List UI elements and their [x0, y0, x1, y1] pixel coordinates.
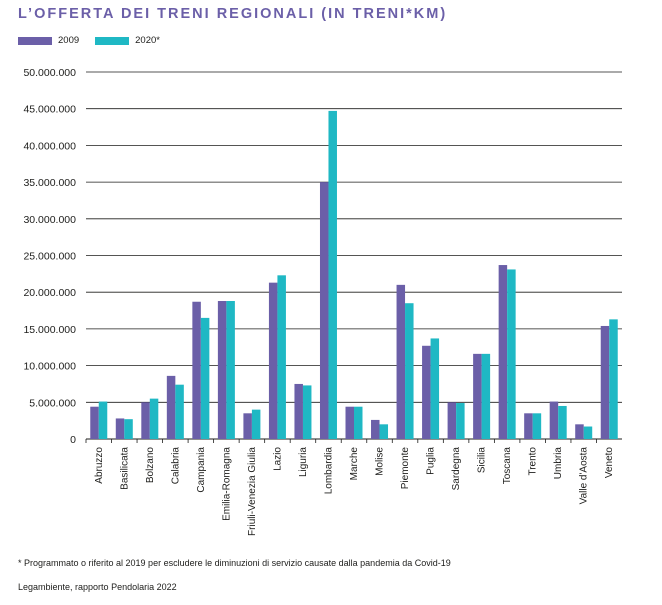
y-tick-label: 15.000.000	[23, 324, 76, 336]
bar-2009	[243, 413, 252, 439]
bar-2009	[294, 383, 303, 439]
legend-item-2020: 2020*	[95, 35, 160, 46]
bar-2020	[405, 303, 414, 439]
bar-2020	[583, 426, 593, 439]
x-tick-label: Valle d'Aosta	[579, 447, 590, 505]
x-tick-label: Liguria	[298, 447, 309, 477]
bar-2009	[345, 406, 354, 439]
bar-2009	[371, 419, 380, 439]
bar-2020	[251, 409, 261, 439]
footnote: * Programmato o riferito al 2019 per esc…	[18, 558, 451, 568]
bar-2009	[473, 353, 482, 439]
bar-2020	[200, 317, 210, 439]
legend-swatch-2009	[18, 36, 52, 45]
y-tick-label: 25.000.000	[23, 251, 76, 263]
y-tick-label: 0	[70, 434, 76, 446]
legend-label-2020: 2020*	[135, 35, 160, 46]
x-tick-label: Sicilia	[477, 447, 488, 474]
x-tick-label: Lombardia	[323, 447, 334, 495]
x-tick-label: Lazio	[272, 447, 283, 471]
legend-swatch-2020	[95, 36, 130, 45]
x-tick-label: Friuli-Venezia Giulia	[247, 447, 258, 536]
bar-2020	[175, 384, 184, 439]
bar-2020	[124, 419, 133, 439]
bar-2009	[192, 301, 201, 439]
y-tick-label: 45.000.000	[23, 104, 76, 116]
x-tick-label: Sardegna	[451, 447, 462, 491]
y-tick-label: 30.000.000	[23, 214, 76, 226]
y-tick-label: 20.000.000	[23, 287, 76, 299]
x-tick-label: Calabria	[170, 447, 181, 485]
bar-2009	[115, 418, 125, 439]
bar-2009	[422, 345, 431, 439]
legend-item-2009: 2009	[18, 35, 79, 46]
bar-chart: 50.000.000 45.000.000 40.000.000 35.000.000…	[23, 67, 622, 536]
x-tick-label: Marche	[349, 447, 360, 481]
bar-2020	[456, 403, 465, 439]
bar-2020	[277, 275, 286, 439]
source-note: Legambiente, rapporto Pendolaria 2022	[18, 582, 177, 592]
x-tick-label: Emilia-Romagna	[221, 447, 232, 521]
bar-2009	[217, 301, 227, 439]
bar-2009	[447, 402, 457, 439]
bar-2020	[481, 353, 491, 439]
x-tick-label: Umbria	[553, 447, 564, 480]
y-tick-label: 35.000.000	[23, 177, 76, 189]
chart-title: L’OFFERTA DEI TRENI REGIONALI (IN TRENI*…	[18, 6, 448, 22]
bar-2020	[328, 110, 337, 439]
bar-2020	[302, 385, 312, 439]
x-tick-label: Trento	[528, 447, 539, 476]
bar-2009	[575, 424, 584, 439]
bar-2020	[354, 406, 363, 439]
y-tick-label: 40.000.000	[23, 140, 76, 152]
bar-2020	[609, 319, 618, 439]
bar-2009	[524, 413, 533, 439]
bar-2020	[558, 405, 567, 439]
y-tick-label: 50.000.000	[23, 67, 76, 79]
bar-2009	[600, 325, 610, 439]
bar-2020	[532, 413, 542, 439]
bar-2009	[549, 401, 559, 439]
legend-label-2009: 2009	[58, 35, 80, 46]
bar-2009	[396, 284, 406, 439]
chart-legend: 2009 2020*	[18, 35, 176, 46]
x-tick-label: Piemonte	[400, 447, 411, 490]
bar-2020	[379, 424, 389, 439]
x-tick-label: Puglia	[426, 447, 437, 475]
x-tick-label: Veneto	[604, 447, 615, 479]
x-tick-label: Toscana	[502, 447, 513, 485]
bar-2020	[226, 301, 235, 439]
bar-2009	[141, 402, 150, 439]
bar-2020	[430, 338, 440, 439]
bar-2009	[166, 375, 176, 439]
bar-2009	[90, 406, 99, 439]
x-tick-label: Campania	[196, 447, 207, 493]
bar-2020	[149, 398, 159, 439]
bar-2009	[319, 182, 329, 439]
x-tick-label: Abruzzo	[94, 447, 105, 484]
y-tick-label: 10.000.000	[23, 361, 76, 373]
x-tick-label: Bolzano	[145, 447, 156, 484]
x-tick-label: Molise	[375, 447, 386, 476]
bar-2020	[98, 401, 108, 439]
bar-2009	[498, 265, 508, 439]
bar-2020	[507, 269, 516, 439]
x-tick-label: Basilicata	[119, 447, 130, 490]
y-tick-label: 5.000.000	[29, 397, 76, 409]
bar-2009	[268, 282, 278, 439]
